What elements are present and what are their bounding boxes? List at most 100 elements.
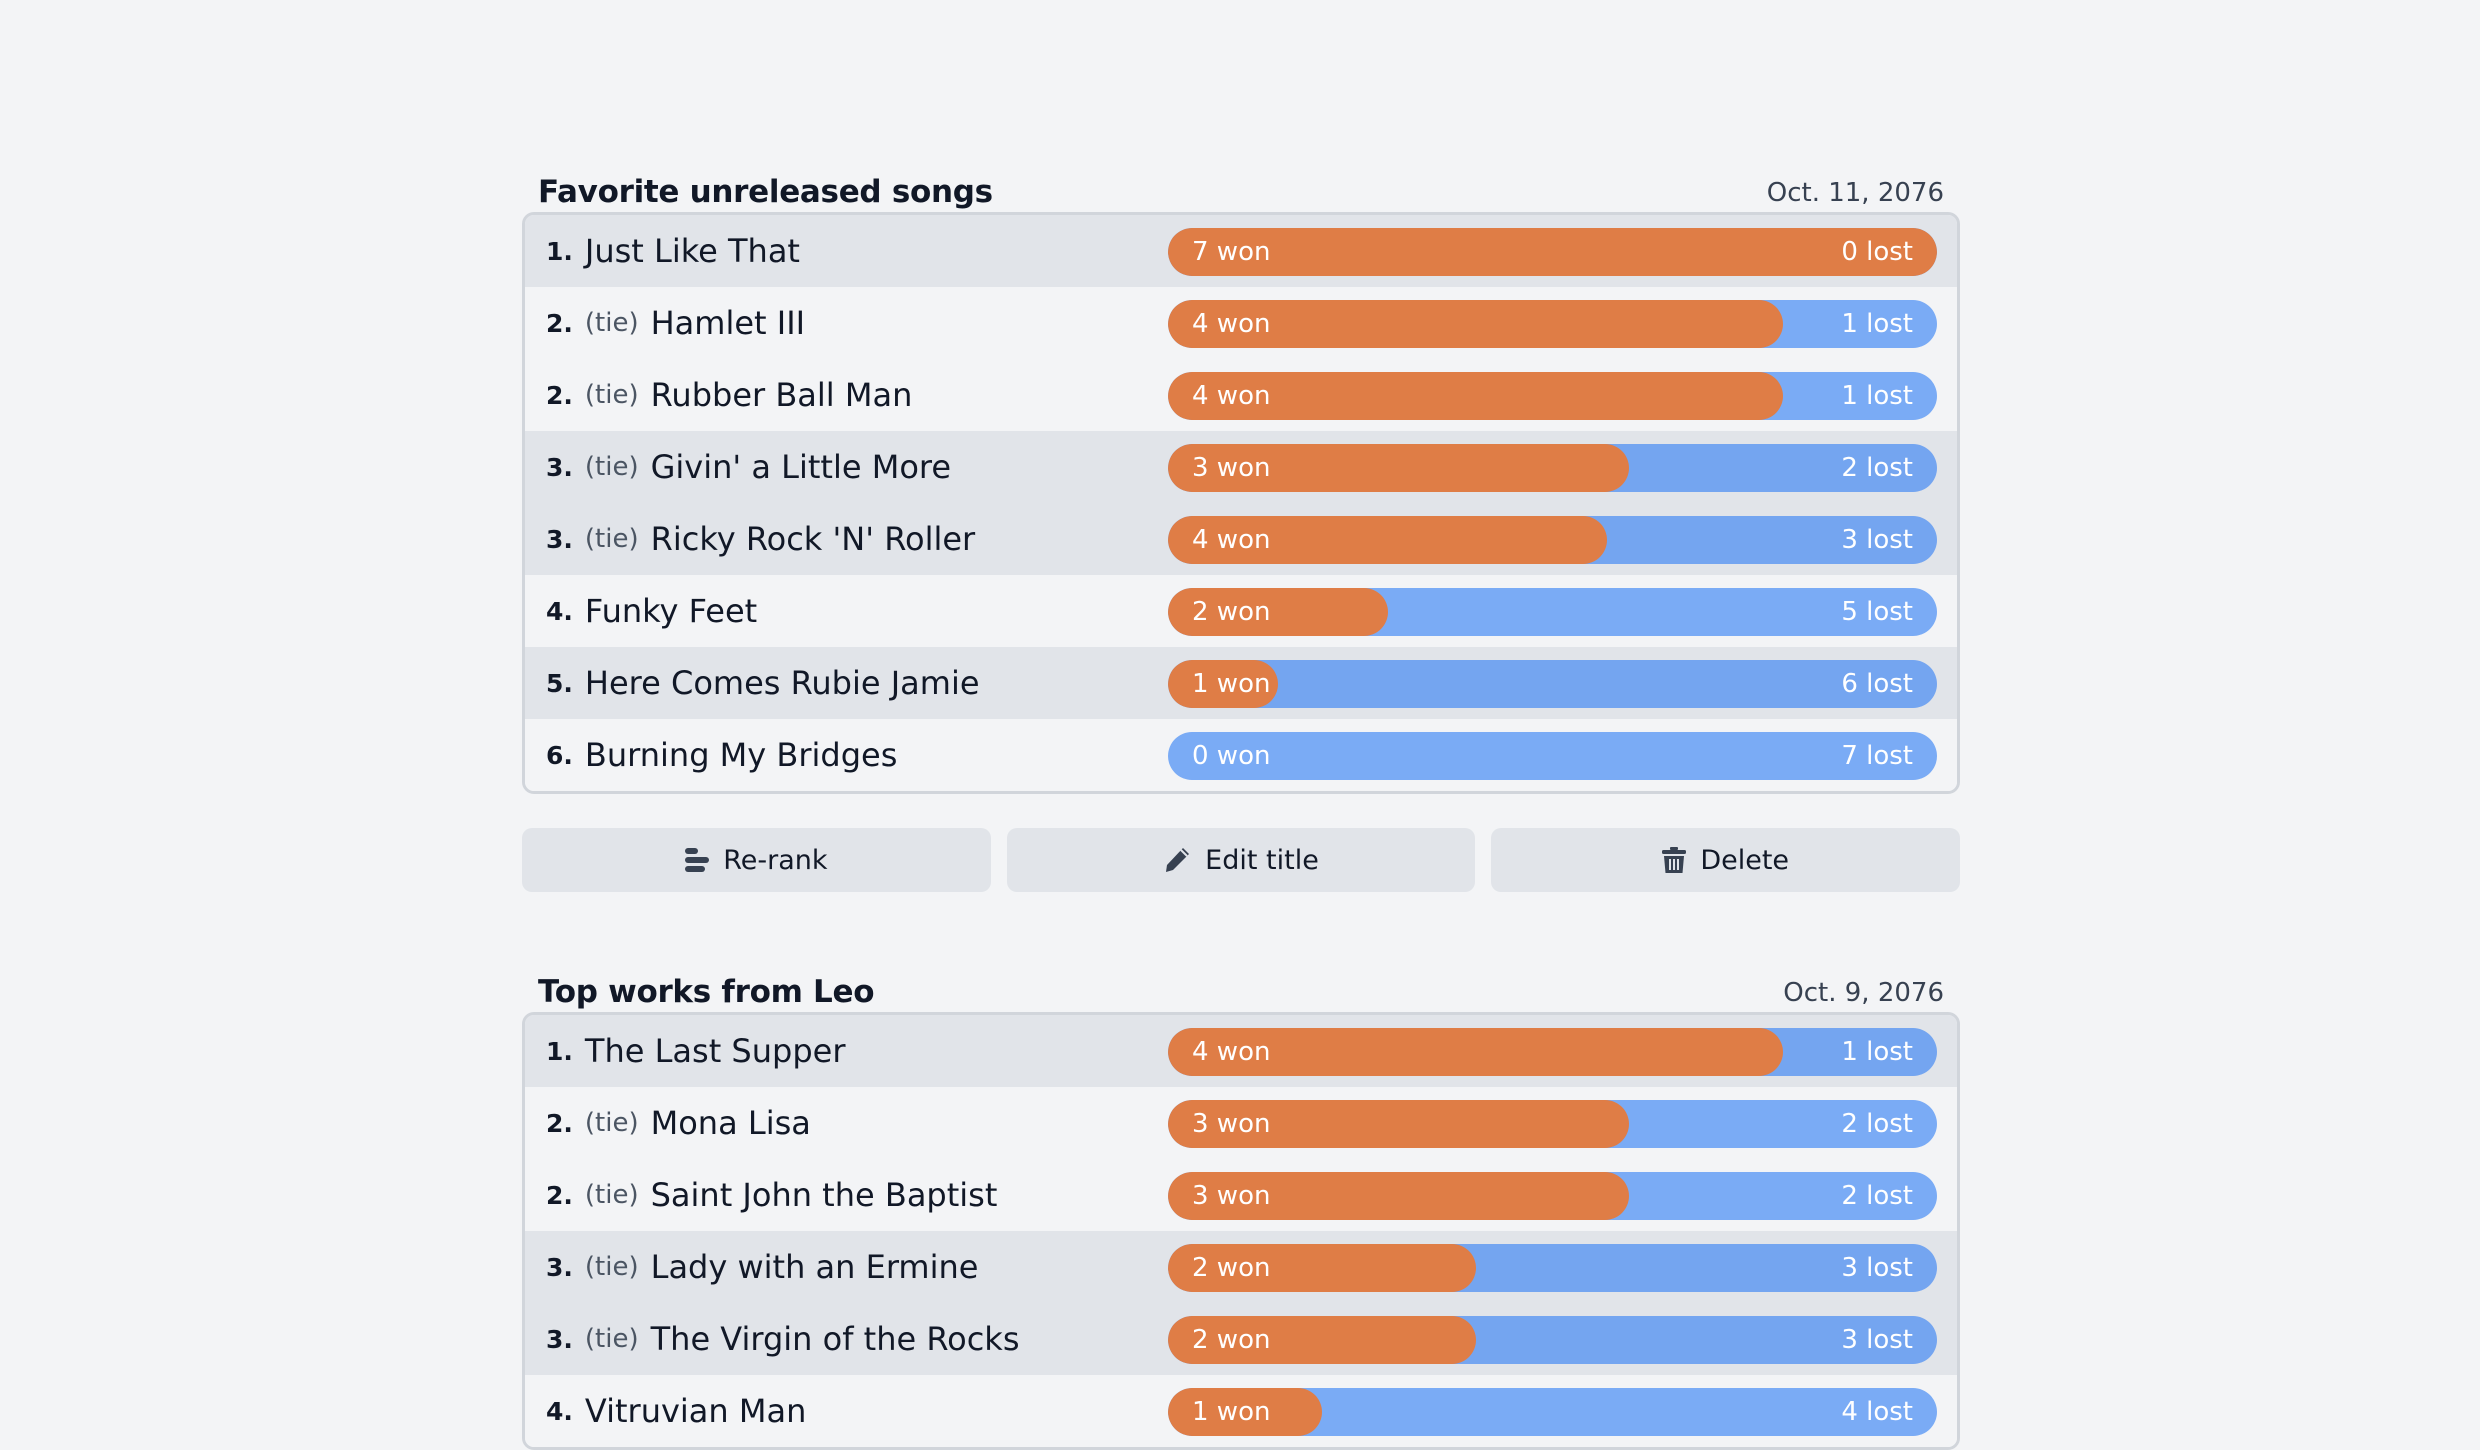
delete-label: Delete: [1700, 844, 1790, 876]
lost-count: 2 lost: [1841, 1109, 1913, 1139]
item-name: Funky Feet: [584, 592, 758, 630]
tie-indicator: (tie): [584, 308, 639, 338]
ranking-row: 2. (tie) Rubber Ball Man 4 won 1 lost: [525, 359, 1957, 431]
row-label: 5. Here Comes Rubie Jamie: [546, 647, 980, 719]
won-segment: [1168, 660, 1278, 708]
rank-number: 3.: [546, 1324, 573, 1354]
win-loss-bar: 3 won 2 lost: [1168, 1100, 1937, 1148]
win-loss-bar: 1 won 4 lost: [1168, 1388, 1937, 1436]
item-name: Just Like That: [584, 232, 800, 270]
win-loss-bar: 4 won 1 lost: [1168, 300, 1937, 348]
win-loss-bar: 4 won 1 lost: [1168, 1028, 1937, 1076]
lost-count: 2 lost: [1841, 1181, 1913, 1211]
won-count: 4 won: [1192, 525, 1271, 555]
item-name: The Last Supper: [584, 1032, 846, 1070]
list-date: Oct. 11, 2076: [1766, 178, 1944, 208]
item-name: Vitruvian Man: [584, 1392, 807, 1430]
lost-count: 2 lost: [1841, 453, 1913, 483]
rerank-button[interactable]: Re-rank: [522, 828, 991, 892]
rank-number: 4.: [546, 1396, 573, 1426]
lost-count: 3 lost: [1841, 525, 1913, 555]
win-loss-bar: 2 won 5 lost: [1168, 588, 1937, 636]
row-label: 3. (tie) Givin' a Little More: [546, 431, 951, 503]
row-label: 2. (tie) Mona Lisa: [546, 1087, 811, 1159]
lost-count: 1 lost: [1841, 381, 1913, 411]
won-count: 2 won: [1192, 1325, 1271, 1355]
row-label: 6. Burning My Bridges: [546, 719, 897, 791]
row-label: 2. (tie) Hamlet III: [546, 287, 805, 359]
rank-number: 3.: [546, 524, 573, 554]
win-loss-bar: 2 won 3 lost: [1168, 1244, 1937, 1292]
won-count: 0 won: [1192, 741, 1271, 771]
lost-count: 6 lost: [1841, 669, 1913, 699]
rank-number: 3.: [546, 1252, 573, 1282]
item-name: Burning My Bridges: [584, 736, 898, 774]
ranking-row: 5. Here Comes Rubie Jamie 1 won 6 lost: [525, 647, 1957, 719]
list-date: Oct. 9, 2076: [1783, 978, 1944, 1008]
win-loss-bar: 3 won 2 lost: [1168, 1172, 1937, 1220]
item-name: The Virgin of the Rocks: [650, 1320, 1020, 1358]
ranking-row: 1. Just Like That 7 won 0 lost: [525, 215, 1957, 287]
won-count: 3 won: [1192, 1181, 1271, 1211]
tie-indicator: (tie): [584, 1180, 639, 1210]
edit-title-label: Edit title: [1205, 844, 1319, 876]
list-title: Favorite unreleased songs: [538, 174, 993, 210]
won-count: 4 won: [1192, 1037, 1271, 1067]
item-name: Saint John the Baptist: [650, 1176, 998, 1214]
item-name: Mona Lisa: [650, 1104, 811, 1142]
tie-indicator: (tie): [584, 524, 639, 554]
won-segment: [1168, 1316, 1476, 1364]
lost-count: 0 lost: [1841, 237, 1913, 267]
lost-count: 1 lost: [1841, 309, 1913, 339]
lost-count: 4 lost: [1841, 1397, 1913, 1427]
ranking-row: 4. Vitruvian Man 1 won 4 lost: [525, 1375, 1957, 1447]
won-segment: [1168, 1100, 1630, 1148]
row-label: 2. (tie) Rubber Ball Man: [546, 359, 912, 431]
ranking-table: 1. The Last Supper 4 won 1 lost 2. (tie)…: [522, 1012, 1960, 1450]
trash-icon: [1662, 846, 1687, 874]
won-segment: [1168, 444, 1630, 492]
row-label: 1. Just Like That: [546, 215, 800, 287]
won-segment: [1168, 588, 1388, 636]
row-label: 3. (tie) Lady with an Ermine: [546, 1231, 978, 1303]
item-name: Hamlet III: [650, 304, 806, 342]
list-header: Favorite unreleased songs Oct. 11, 2076: [522, 168, 1960, 228]
edit-title-button[interactable]: Edit title: [1006, 828, 1476, 892]
item-name: Here Comes Rubie Jamie: [584, 664, 980, 702]
rank-number: 2.: [546, 1108, 573, 1138]
row-label: 3. (tie) The Virgin of the Rocks: [546, 1303, 1020, 1375]
delete-button[interactable]: Delete: [1491, 828, 1961, 892]
row-label: 4. Vitruvian Man: [546, 1375, 806, 1447]
bars-staggered-icon: [685, 846, 710, 874]
ranking-row: 3. (tie) Givin' a Little More 3 won 2 lo…: [525, 431, 1957, 503]
item-name: Lady with an Ermine: [650, 1248, 979, 1286]
list-header: Top works from Leo Oct. 9, 2076: [522, 968, 1960, 1028]
ranking-row: 6. Burning My Bridges 0 won 7 lost: [525, 719, 1957, 791]
rank-number: 2.: [546, 308, 573, 338]
won-count: 1 won: [1192, 669, 1271, 699]
won-count: 7 won: [1192, 237, 1271, 267]
rank-number: 6.: [546, 740, 573, 770]
win-loss-bar: 3 won 2 lost: [1168, 444, 1937, 492]
ranking-row: 4. Funky Feet 2 won 5 lost: [525, 575, 1957, 647]
won-segment: [1168, 228, 1937, 276]
win-loss-bar: 0 won 7 lost: [1168, 732, 1937, 780]
ranking-row: 2. (tie) Mona Lisa 3 won 2 lost: [525, 1087, 1957, 1159]
rank-number: 1.: [546, 236, 573, 266]
item-name: Givin' a Little More: [650, 448, 952, 486]
ranking-row: 3. (tie) The Virgin of the Rocks 2 won 3…: [525, 1303, 1957, 1375]
lost-count: 7 lost: [1841, 741, 1913, 771]
list-actions: Re-rank Edit title: [522, 828, 1961, 892]
won-segment: [1168, 1028, 1784, 1076]
win-loss-bar: 4 won 1 lost: [1168, 372, 1937, 420]
ranking-table: 1. Just Like That 7 won 0 lost 2. (tie) …: [522, 212, 1960, 794]
won-count: 2 won: [1192, 1253, 1271, 1283]
ranked-list: Favorite unreleased songs Oct. 11, 2076 …: [522, 168, 1960, 794]
ranked-list: Top works from Leo Oct. 9, 2076 1. The L…: [522, 968, 1960, 1450]
lost-count: 3 lost: [1841, 1253, 1913, 1283]
ranking-row: 3. (tie) Lady with an Ermine 2 won 3 los…: [525, 1231, 1957, 1303]
row-label: 4. Funky Feet: [546, 575, 757, 647]
won-count: 3 won: [1192, 453, 1271, 483]
row-label: 2. (tie) Saint John the Baptist: [546, 1159, 997, 1231]
tie-indicator: (tie): [584, 1108, 639, 1138]
